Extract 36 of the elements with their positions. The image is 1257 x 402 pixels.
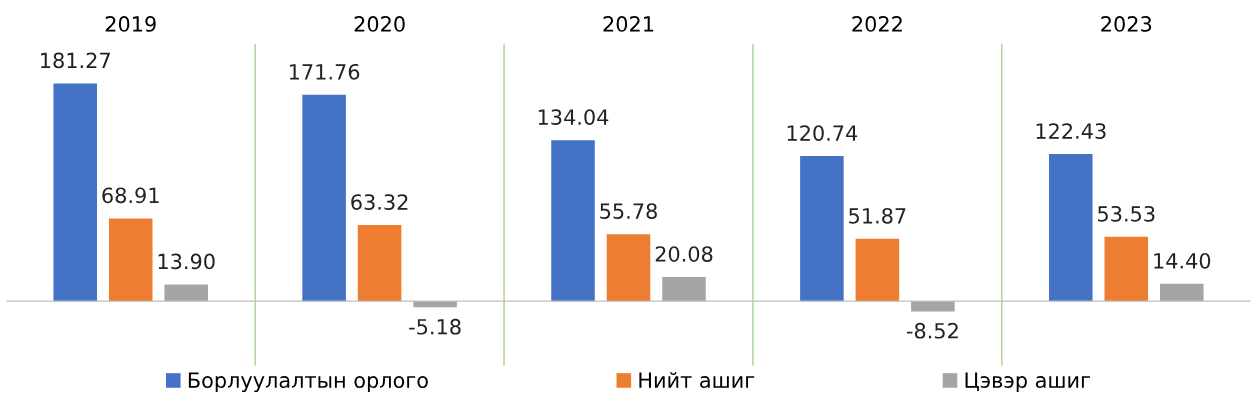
data-label: 14.40 [1154,252,1211,269]
legend-label: Нийт ашиг [639,372,755,389]
bar [1160,283,1204,302]
x-tick-label: 2020 [354,16,405,32]
data-label: 13.90 [158,253,215,270]
bar [551,140,595,302]
bar [164,284,209,302]
data-label: 55.78 [600,203,657,219]
data-label: 134.04 [538,109,609,125]
x-tick-label: 2021 [603,16,654,32]
bar [53,83,97,302]
bar [606,234,651,302]
bar [357,225,402,302]
data-label: -5.18 [409,318,461,335]
x-tick-label: 2023 [1101,16,1152,32]
bar [800,156,844,302]
x-tick-label: 2022 [852,16,902,32]
bar [1104,236,1149,302]
data-label: 68.91 [102,187,159,204]
data-label: 53.53 [1098,205,1155,222]
bar [855,238,900,302]
data-label: 181.27 [41,52,110,69]
data-label: 63.32 [351,194,408,210]
data-label: 171.76 [289,63,360,80]
data-label: 51.87 [849,207,906,224]
data-label: 20.08 [655,246,713,262]
bar [302,94,346,302]
bar [1048,154,1093,302]
bar [108,218,153,302]
legend-label: Борлуулалтын орлого [188,372,428,393]
x-tick-label: 2019 [105,16,156,32]
bar [662,277,706,302]
data-label: 120.74 [787,125,858,141]
data-label: -8.52 [906,322,958,339]
legend-label: Цэвэр ашиг [965,372,1090,393]
data-label: 122.43 [1036,123,1106,139]
